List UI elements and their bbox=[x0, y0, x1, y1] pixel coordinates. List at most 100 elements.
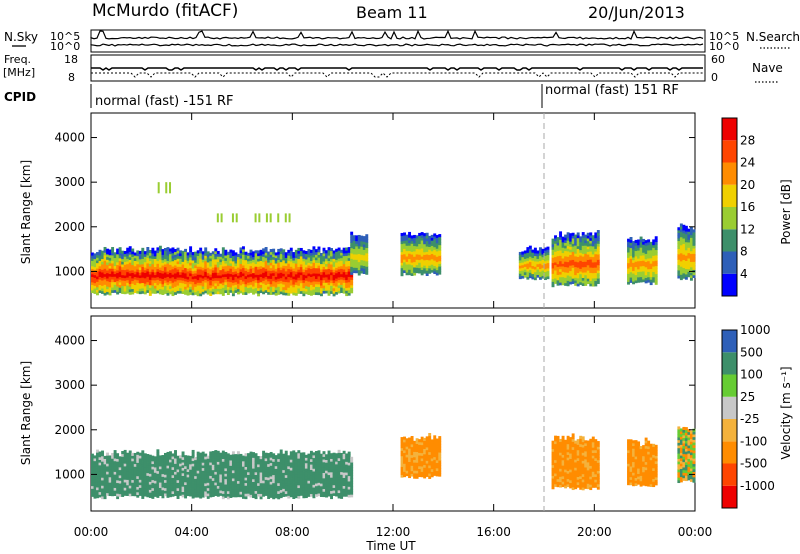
heatmap-cell bbox=[518, 270, 522, 274]
heatmap-cell bbox=[231, 488, 235, 492]
heatmap-cell bbox=[632, 246, 635, 250]
heatmap-cell bbox=[242, 471, 245, 475]
heatmap-cell bbox=[282, 254, 286, 258]
heatmap-cell bbox=[264, 471, 268, 475]
heatmap-cell bbox=[325, 481, 328, 485]
heatmap-cell bbox=[410, 465, 414, 469]
heatmap-cell bbox=[438, 454, 442, 458]
heatmap-cell bbox=[257, 271, 261, 275]
heatmap-cell bbox=[118, 475, 122, 479]
heatmap-cell bbox=[350, 467, 354, 471]
heatmap-cell bbox=[544, 263, 547, 267]
heatmap-cell bbox=[226, 485, 230, 489]
heatmap-cell bbox=[320, 485, 323, 489]
heatmap-cell bbox=[687, 271, 691, 275]
heatmap-cell bbox=[267, 466, 271, 470]
heatmap-cell bbox=[214, 261, 218, 265]
heatmap-cell bbox=[551, 483, 555, 487]
heatmap-cell bbox=[231, 494, 235, 498]
heatmap-cell bbox=[682, 227, 686, 231]
heatmap-cell bbox=[566, 237, 570, 241]
heatmap-cell bbox=[226, 493, 230, 497]
heatmap-cell bbox=[161, 479, 165, 483]
heatmap-cell bbox=[216, 466, 220, 470]
heatmap-cell bbox=[337, 266, 341, 270]
heatmap-cell bbox=[332, 253, 336, 257]
heatmap-cell bbox=[98, 483, 102, 487]
heatmap-cell bbox=[556, 476, 560, 480]
heatmap-cell bbox=[642, 268, 646, 272]
heatmap-cell bbox=[138, 484, 142, 488]
heatmap-cell bbox=[330, 250, 333, 254]
heatmap-cell bbox=[684, 260, 688, 264]
heatmap-cell bbox=[314, 262, 318, 266]
heatmap-cell bbox=[415, 248, 419, 252]
heatmap-cell bbox=[239, 491, 243, 495]
heatmap-cell bbox=[224, 486, 228, 490]
heatmap-cell bbox=[176, 455, 180, 459]
heatmap-cell bbox=[231, 462, 235, 466]
heatmap-cell bbox=[357, 237, 361, 241]
heatmap-cell bbox=[292, 265, 296, 269]
heatmap-cell bbox=[161, 481, 165, 485]
heatmap-cell bbox=[571, 235, 575, 239]
heatmap-cell bbox=[204, 250, 208, 254]
heatmap-cell bbox=[302, 476, 306, 480]
heatmap-cell bbox=[158, 285, 162, 289]
heatmap-cell bbox=[689, 272, 693, 276]
heatmap-cell bbox=[211, 475, 215, 479]
heatmap-cell bbox=[111, 247, 115, 251]
heatmap-cell bbox=[264, 479, 268, 483]
heatmap-cell bbox=[236, 477, 240, 482]
heatmap-cell bbox=[679, 247, 683, 251]
heatmap-cell bbox=[161, 460, 165, 464]
heatmap-cell bbox=[340, 271, 344, 275]
heatmap-cell bbox=[335, 254, 339, 258]
heatmap-cell bbox=[413, 456, 417, 460]
heatmap-cell bbox=[191, 474, 195, 478]
heatmap-cell bbox=[347, 454, 351, 458]
heatmap-cell bbox=[171, 287, 175, 291]
heatmap-cell bbox=[239, 470, 243, 474]
heatmap-cell bbox=[302, 454, 306, 459]
heatmap-cell bbox=[632, 278, 635, 282]
heatmap-cell bbox=[589, 251, 593, 255]
heatmap-cell bbox=[556, 237, 560, 241]
heatmap-cell bbox=[299, 471, 303, 475]
heatmap-cell bbox=[360, 235, 364, 239]
heatmap-cell bbox=[528, 275, 532, 279]
heatmap-cell bbox=[221, 490, 225, 494]
heatmap-cell bbox=[647, 239, 651, 243]
heatmap-cell bbox=[554, 483, 557, 487]
heatmap-cell bbox=[219, 476, 223, 480]
heatmap-cell bbox=[284, 279, 288, 283]
heatmap-cell bbox=[277, 251, 281, 255]
heatmap-cell bbox=[108, 265, 112, 269]
heatmap-cell bbox=[242, 246, 245, 250]
heatmap-cell bbox=[589, 245, 593, 249]
heatmap-cell bbox=[146, 486, 150, 490]
heatmap-cell bbox=[231, 491, 235, 495]
heatmap-cell bbox=[179, 455, 182, 459]
heatmap-cell bbox=[96, 489, 99, 493]
heatmap-cell bbox=[101, 463, 104, 468]
heatmap-cell bbox=[236, 256, 240, 260]
heatmap-cell bbox=[410, 262, 414, 266]
heatmap-cell bbox=[345, 276, 349, 281]
heatmap-cell bbox=[287, 249, 291, 253]
heatmap-cell bbox=[91, 467, 94, 471]
heatmap-cell bbox=[148, 274, 152, 278]
heatmap-cell bbox=[526, 273, 530, 277]
heatmap-cell bbox=[234, 475, 238, 479]
heatmap-cell bbox=[642, 260, 646, 264]
heatmap-cell bbox=[242, 495, 245, 499]
heatmap-cell bbox=[518, 262, 522, 266]
heatmap-cell bbox=[332, 487, 336, 491]
heatmap-cell bbox=[554, 264, 557, 268]
heatmap-cell bbox=[347, 252, 351, 256]
heatmap-cell bbox=[123, 476, 127, 480]
heatmap-cell bbox=[325, 282, 328, 286]
heatmap-cell bbox=[564, 272, 568, 276]
heatmap-cell bbox=[571, 264, 575, 268]
heatmap-cell bbox=[146, 268, 150, 272]
